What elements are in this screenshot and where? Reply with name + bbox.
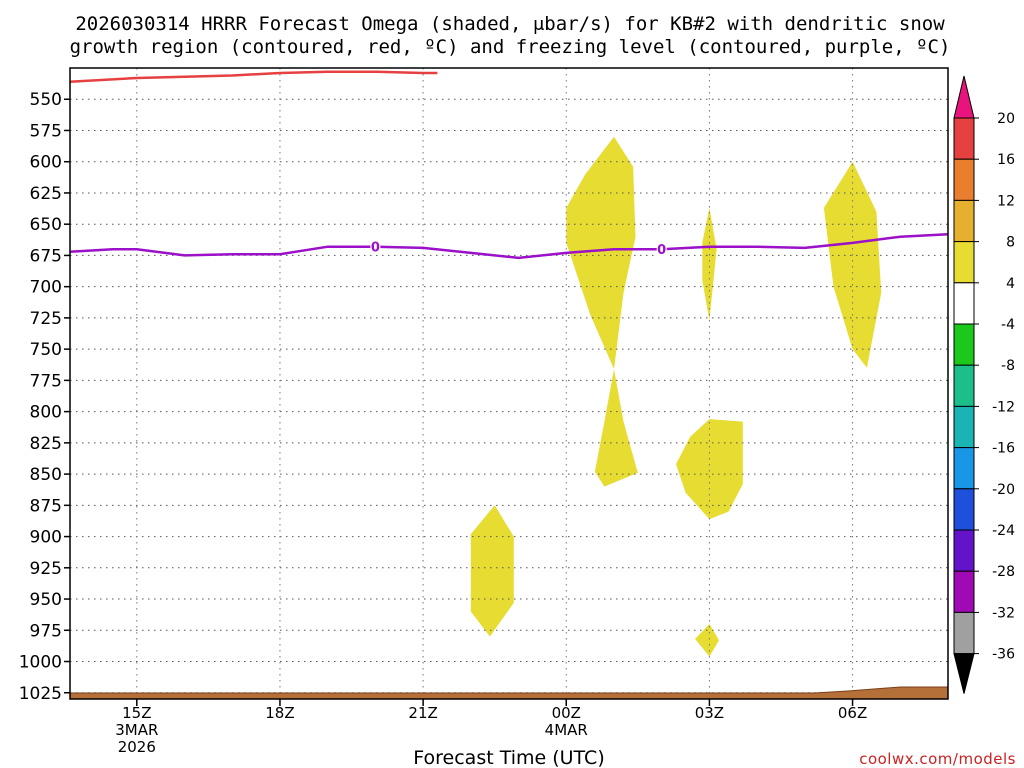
colorbar-label: 8	[1006, 235, 1015, 251]
x-tick-label: 18Z	[265, 704, 294, 722]
colorbar-label: -12	[992, 399, 1015, 415]
colorbar-swatch	[953, 447, 975, 490]
colorbar-label: -8	[1001, 358, 1015, 374]
colorbar-swatch	[953, 158, 975, 201]
colorbar-swatch	[953, 117, 975, 160]
y-axis: 550 575 600 625 650 675 700 725 750 775 800 825 850 8…	[19, 90, 70, 704]
colorbar-label: -24	[992, 523, 1015, 539]
colorbar-swatch	[953, 364, 975, 407]
freezing-level-label: 0	[657, 243, 666, 258]
y-tick-label: 650	[30, 215, 62, 235]
y-tick-label: 800	[30, 403, 62, 423]
x-tick-label: 03Z	[695, 704, 724, 722]
colorbar-swatch	[953, 405, 975, 449]
chart-title-line-1: 2026030314 HRRR Forecast Omega (shaded, …	[75, 13, 945, 35]
omega-region-3	[702, 207, 717, 321]
y-tick-label: 875	[30, 496, 62, 516]
y-tick-label: 550	[30, 90, 62, 110]
omega-region-6	[695, 624, 719, 657]
chart-title-line-2: growth region (contoured, red, ºC) and f…	[70, 36, 951, 58]
colorbar-swatch	[953, 282, 975, 325]
y-tick-label: 675	[30, 246, 62, 266]
credit-text: coolwx.com/models	[859, 750, 1016, 768]
x-tick-label: 21Z	[408, 704, 437, 722]
colorbar-label: 20	[997, 111, 1015, 127]
x-tick-label: 3MAR	[115, 721, 158, 739]
colorbar-label: -16	[992, 441, 1015, 457]
omega-region-5	[470, 505, 514, 637]
dgz-contour-line	[69, 70, 438, 83]
colorbar-label: -28	[992, 564, 1015, 580]
x-tick-label: 15Z	[122, 704, 151, 722]
colorbar-swatch	[953, 529, 975, 572]
colorbar-label: 12	[997, 193, 1015, 209]
grid	[70, 68, 948, 699]
colorbar-label: 4	[1006, 276, 1015, 292]
freezing-level-line	[69, 232, 949, 260]
colorbar-swatch	[953, 570, 975, 613]
colorbar-swatch	[953, 611, 975, 655]
colorbar-label: -20	[992, 482, 1015, 498]
colorbar-swatch	[953, 241, 975, 284]
y-tick-label: 1025	[19, 684, 62, 704]
colorbar-label: 16	[997, 152, 1015, 168]
omega-region-2	[594, 369, 638, 487]
y-tick-label: 850	[30, 465, 62, 485]
omega-region-1	[566, 136, 636, 370]
omega-region-4	[676, 419, 743, 520]
omega-region-7	[823, 161, 882, 368]
y-tick-label: 975	[30, 621, 62, 641]
y-tick-label: 1000	[19, 653, 62, 673]
y-tick-label: 925	[30, 559, 62, 579]
x-tick-label: 4MAR	[545, 721, 588, 739]
x-tick-label: 06Z	[838, 704, 867, 722]
y-tick-label: 900	[30, 528, 62, 548]
colorbar-label: -4	[1001, 317, 1015, 333]
colorbar-swatch	[953, 323, 975, 366]
y-tick-label: 825	[30, 434, 62, 454]
colorbar-top-arrow	[953, 75, 975, 119]
colorbar-swatch	[953, 488, 975, 531]
x-axis-title: Forecast Time (UTC)	[413, 747, 604, 768]
x-tick-label: 2026	[118, 738, 156, 756]
y-tick-label: 700	[30, 278, 62, 298]
plot-frame	[69, 67, 949, 700]
y-tick-label: 625	[30, 184, 62, 204]
omega-shading	[470, 136, 882, 657]
y-tick-label: 950	[30, 590, 62, 610]
colorbar-label: -36	[992, 647, 1015, 663]
y-tick-label: 725	[30, 309, 62, 329]
freezing-level-label-bg	[656, 241, 667, 258]
y-tick-label: 775	[30, 371, 62, 391]
y-tick-label: 575	[30, 121, 62, 141]
y-tick-label: 600	[30, 153, 62, 173]
colorbar-bottom-arrow	[953, 653, 975, 694]
freezing-level-label: 0	[371, 241, 380, 256]
colorbar-label: -32	[992, 605, 1015, 621]
colorbar: 20 16 12 8 4 -4 -8 -12 -16 -20 -24 -28 -32 -36	[953, 75, 1015, 694]
freezing-level-label-bg	[370, 238, 381, 255]
colorbar-swatch	[953, 199, 975, 243]
y-tick-label: 750	[30, 340, 62, 360]
x-tick-label: 00Z	[552, 704, 581, 722]
